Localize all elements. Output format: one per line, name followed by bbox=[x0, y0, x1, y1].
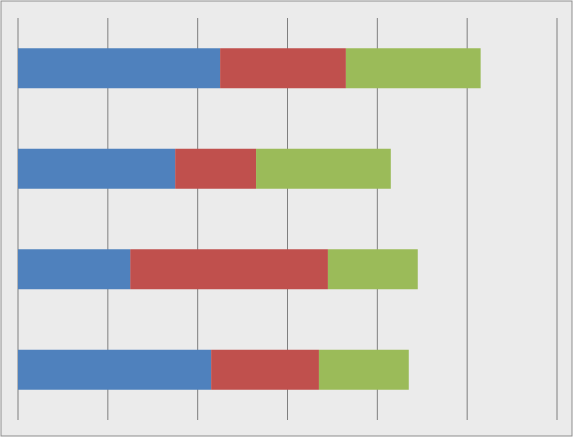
bar-segment bbox=[211, 349, 319, 390]
bar-segment bbox=[256, 148, 391, 189]
bar-segment bbox=[130, 249, 328, 290]
bar-segment bbox=[345, 48, 481, 89]
bar-segment bbox=[318, 349, 409, 390]
bar-segment bbox=[18, 349, 212, 390]
bar-segment bbox=[220, 48, 346, 89]
bar-segment bbox=[18, 249, 131, 290]
bar-segment bbox=[18, 48, 221, 89]
bar-segment bbox=[175, 148, 257, 189]
bar-segment bbox=[18, 148, 176, 189]
bar-segment bbox=[327, 249, 418, 290]
